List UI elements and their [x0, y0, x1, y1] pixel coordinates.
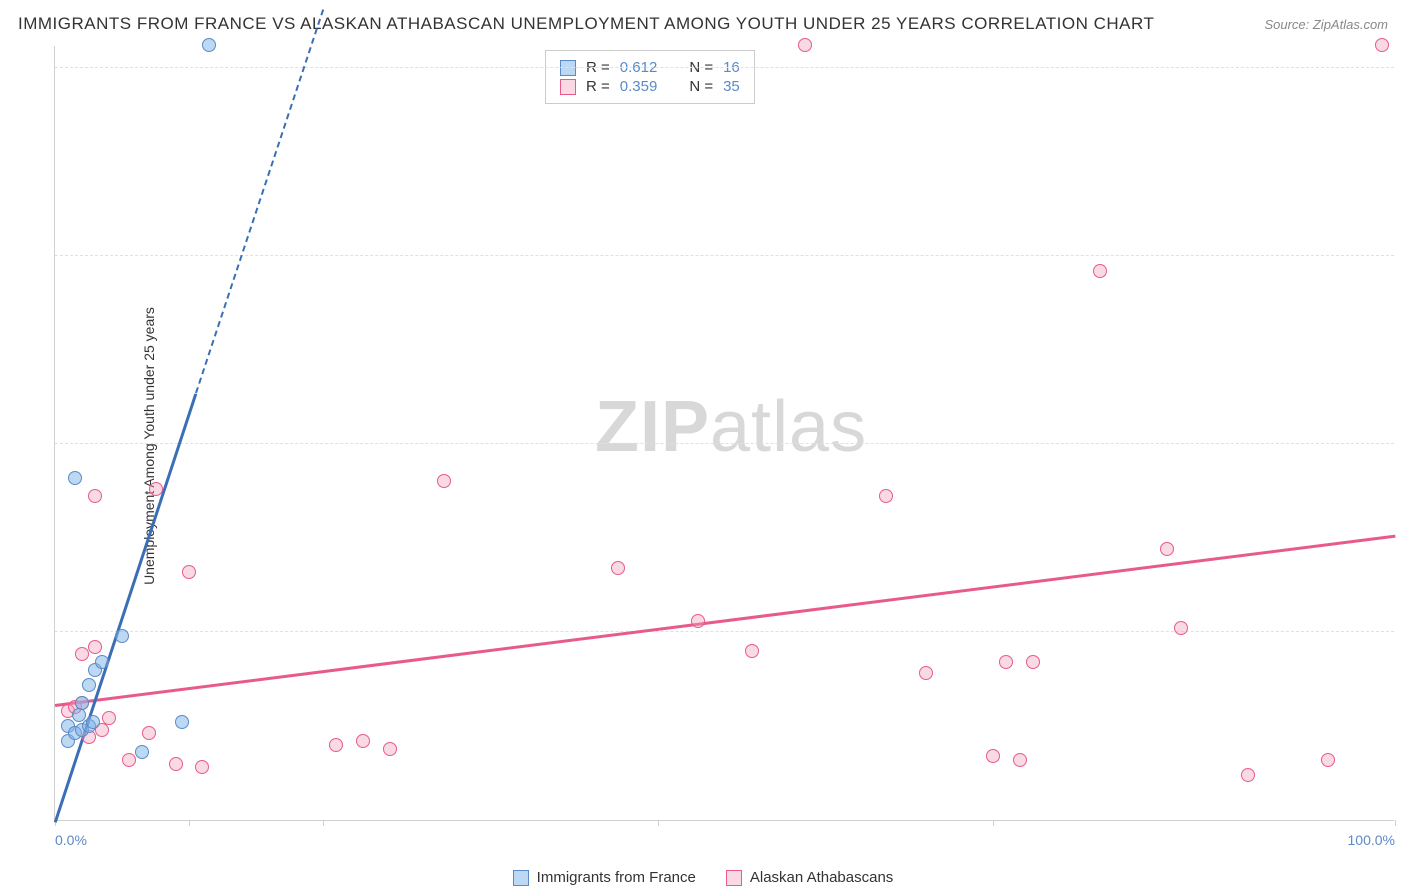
scatter-point [1241, 768, 1255, 782]
scatter-point [75, 696, 89, 710]
scatter-point [169, 757, 183, 771]
scatter-point [611, 561, 625, 575]
legend-series-item: Alaskan Athabascans [726, 869, 893, 886]
scatter-point [1160, 542, 1174, 556]
scatter-point [986, 749, 1000, 763]
scatter-point [999, 655, 1013, 669]
scatter-point [142, 726, 156, 740]
chart-area: ZIPatlas R =0.612N =16R =0.359N =35 25.0… [54, 46, 1394, 821]
scatter-point [1093, 264, 1107, 278]
scatter-point [115, 629, 129, 643]
scatter-point [82, 678, 96, 692]
scatter-point [1321, 753, 1335, 767]
legend-series-label: Immigrants from France [537, 869, 696, 886]
x-tick-mark [658, 820, 659, 826]
legend-swatch [513, 870, 529, 886]
scatter-point [88, 489, 102, 503]
watermark: ZIPatlas [595, 386, 867, 468]
scatter-point [88, 640, 102, 654]
chart-title: IMMIGRANTS FROM FRANCE VS ALASKAN ATHABA… [18, 14, 1154, 34]
gridline-horizontal [55, 255, 1394, 256]
x-tick-label: 100.0% [1348, 832, 1395, 848]
scatter-point [1174, 621, 1188, 635]
scatter-point [691, 614, 705, 628]
scatter-point [383, 742, 397, 756]
scatter-point [356, 734, 370, 748]
scatter-point [68, 471, 82, 485]
scatter-point [175, 715, 189, 729]
legend-series: Immigrants from France Alaskan Athabascan… [0, 869, 1406, 886]
gridline-horizontal [55, 631, 1394, 632]
scatter-point [745, 644, 759, 658]
gridline-horizontal [55, 443, 1394, 444]
gridline-horizontal [55, 67, 1394, 68]
x-tick-mark [323, 820, 324, 826]
legend-n-value: 35 [723, 78, 740, 95]
scatter-point [202, 38, 216, 52]
scatter-point [75, 647, 89, 661]
legend-correlation: R =0.612N =16R =0.359N =35 [545, 50, 755, 104]
scatter-point [437, 474, 451, 488]
scatter-point [919, 666, 933, 680]
title-bar: IMMIGRANTS FROM FRANCE VS ALASKAN ATHABA… [18, 14, 1388, 34]
scatter-point [1026, 655, 1040, 669]
scatter-point [182, 565, 196, 579]
x-tick-label: 0.0% [55, 832, 87, 848]
legend-series-label: Alaskan Athabascans [750, 869, 893, 886]
legend-r-label: R = [586, 78, 610, 95]
scatter-point [95, 655, 109, 669]
scatter-point [122, 753, 136, 767]
scatter-point [195, 760, 209, 774]
legend-correlation-row: R = 0.359 N = 35 [560, 78, 740, 95]
scatter-point [86, 715, 100, 729]
legend-r-value: 0.359 [620, 78, 658, 95]
legend-swatch [560, 79, 576, 95]
legend-series-item: Immigrants from France [513, 869, 696, 886]
x-tick-mark [993, 820, 994, 826]
x-tick-mark [1395, 820, 1396, 826]
trend-line [55, 535, 1395, 707]
scatter-point [879, 489, 893, 503]
scatter-point [149, 482, 163, 496]
legend-n-label: N = [689, 78, 713, 95]
scatter-point [1375, 38, 1389, 52]
source-label: Source: ZipAtlas.com [1264, 17, 1388, 32]
scatter-point [798, 38, 812, 52]
x-tick-mark [189, 820, 190, 826]
scatter-point [329, 738, 343, 752]
scatter-point [1013, 753, 1027, 767]
scatter-point [135, 745, 149, 759]
legend-swatch [726, 870, 742, 886]
